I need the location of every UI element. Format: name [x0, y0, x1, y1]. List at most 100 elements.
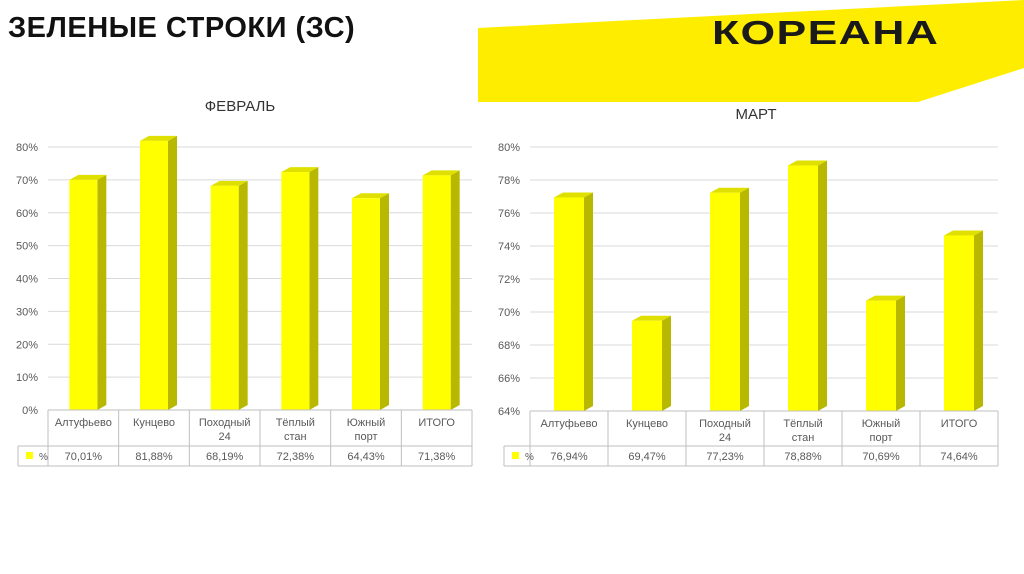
bar-side	[740, 187, 749, 411]
data-label: 68,19%	[206, 451, 244, 463]
y-tick-label: 76%	[498, 208, 520, 220]
chart-march: МАРТ 64% 66% 68% 70% 72% 74% 76% 78% 80% Алтуфьев…	[486, 102, 1010, 472]
chart-canvas: 64% 66% 68% 70% 72% 74% 76% 78% 80% Алтуфьево Кунц…	[498, 142, 999, 467]
category-label: Кунцево	[626, 418, 668, 430]
data-label: 69,47%	[628, 451, 666, 463]
bar-top	[281, 167, 319, 173]
bar-side	[168, 135, 177, 410]
data-label: 78,88%	[784, 451, 822, 463]
category-label: Южный порт	[347, 417, 386, 443]
legend-label: %	[525, 452, 534, 463]
category-label: Походный 24	[199, 417, 251, 443]
y-tick-label: 80%	[498, 142, 520, 154]
bar-side	[238, 180, 248, 410]
bar-front	[944, 235, 974, 411]
y-tick-label: 50%	[16, 241, 38, 253]
chart-title: ФЕВРАЛЬ	[204, 98, 276, 115]
data-label: 70,69%	[862, 451, 900, 463]
bar	[554, 192, 593, 411]
header-banner	[478, 0, 1024, 102]
category-label: Кунцево	[133, 417, 175, 429]
category-label: Алтуфьево	[55, 417, 112, 429]
y-tick-label: 30%	[16, 306, 38, 318]
category-label: ИТОГО	[941, 418, 978, 430]
bar-top	[352, 193, 389, 199]
y-tick-label: 68%	[498, 340, 520, 352]
bar-side	[818, 160, 827, 411]
bar-top	[554, 192, 593, 198]
bar-front	[281, 172, 310, 410]
bar	[352, 193, 389, 410]
bar-front	[788, 165, 818, 411]
bar-front	[140, 140, 168, 410]
legend-swatch	[26, 452, 33, 459]
chart-canvas: 0% 10% 20% 30% 40% 50% 60% 70% 80% Алтуфьево Кунце…	[16, 135, 473, 467]
y-tick-label: 40%	[16, 274, 38, 286]
bar	[281, 167, 319, 410]
bar	[866, 295, 905, 411]
bar-front	[422, 175, 451, 410]
category-label: Алтуфьево	[540, 418, 597, 430]
y-tick-label: 78%	[498, 175, 520, 187]
category-label: Походный 24	[699, 418, 751, 444]
bar-front	[69, 179, 98, 410]
data-label: 70,01%	[65, 451, 103, 463]
bar-side	[896, 295, 905, 411]
category-label: ИТОГО	[418, 417, 455, 429]
bar-top	[140, 135, 177, 141]
y-tick-label: 20%	[16, 339, 38, 351]
bar	[422, 170, 460, 410]
bar-top	[69, 174, 107, 180]
bar-top	[788, 160, 827, 166]
chart-february: ФЕВРАЛЬ 0% 10% 20% 30% 40% 50% 60% 70% 80% Алтуфь…	[0, 92, 480, 472]
bar-side	[974, 230, 983, 411]
bar	[210, 180, 248, 410]
y-tick-label: 80%	[16, 142, 38, 154]
bar-side	[97, 174, 107, 410]
bar-top	[632, 315, 671, 321]
y-tick-label: 64%	[498, 406, 520, 418]
bar-top	[422, 170, 460, 176]
bar-side	[450, 170, 460, 410]
bar-side	[380, 193, 389, 410]
legend-label: %	[39, 452, 48, 463]
category-label: Тёплый стан	[783, 418, 822, 444]
bar-front	[632, 320, 662, 411]
data-label: 81,88%	[135, 451, 173, 463]
page-title: ЗЕЛЕНЫЕ СТРОКИ (ЗС)	[8, 12, 356, 44]
bar	[710, 187, 749, 411]
chart-title: МАРТ	[735, 106, 777, 123]
bar	[944, 230, 983, 411]
bar-front	[210, 185, 239, 410]
category-label: Южный порт	[862, 418, 901, 444]
category-label: Тёплый стан	[276, 417, 315, 443]
bar	[788, 160, 827, 411]
bar-front	[352, 198, 380, 410]
legend-swatch	[512, 452, 519, 459]
y-tick-label: 72%	[498, 274, 520, 286]
bar-top	[210, 180, 248, 186]
y-tick-label: 70%	[498, 307, 520, 319]
bar	[69, 174, 107, 410]
bar-front	[866, 300, 896, 411]
data-label: 74,64%	[940, 451, 978, 463]
y-tick-label: 10%	[16, 372, 38, 384]
yellow-banner-shape	[478, 0, 1024, 102]
bar-top	[866, 295, 905, 301]
bar	[140, 135, 177, 410]
data-label: 72,38%	[277, 451, 315, 463]
data-label: 76,94%	[550, 451, 588, 463]
y-tick-label: 60%	[16, 208, 38, 220]
data-label: 64,43%	[347, 451, 385, 463]
bar-front	[554, 197, 584, 411]
bar-side	[662, 315, 671, 411]
bar-side	[309, 167, 319, 410]
bar-front	[710, 192, 740, 411]
brand-logo: КОРЕАНА	[712, 14, 940, 51]
y-tick-label: 0%	[22, 405, 38, 417]
y-tick-label: 74%	[498, 241, 520, 253]
bar-top	[944, 230, 983, 236]
bar	[632, 315, 671, 411]
bar-side	[584, 192, 593, 411]
y-tick-label: 70%	[16, 175, 38, 187]
